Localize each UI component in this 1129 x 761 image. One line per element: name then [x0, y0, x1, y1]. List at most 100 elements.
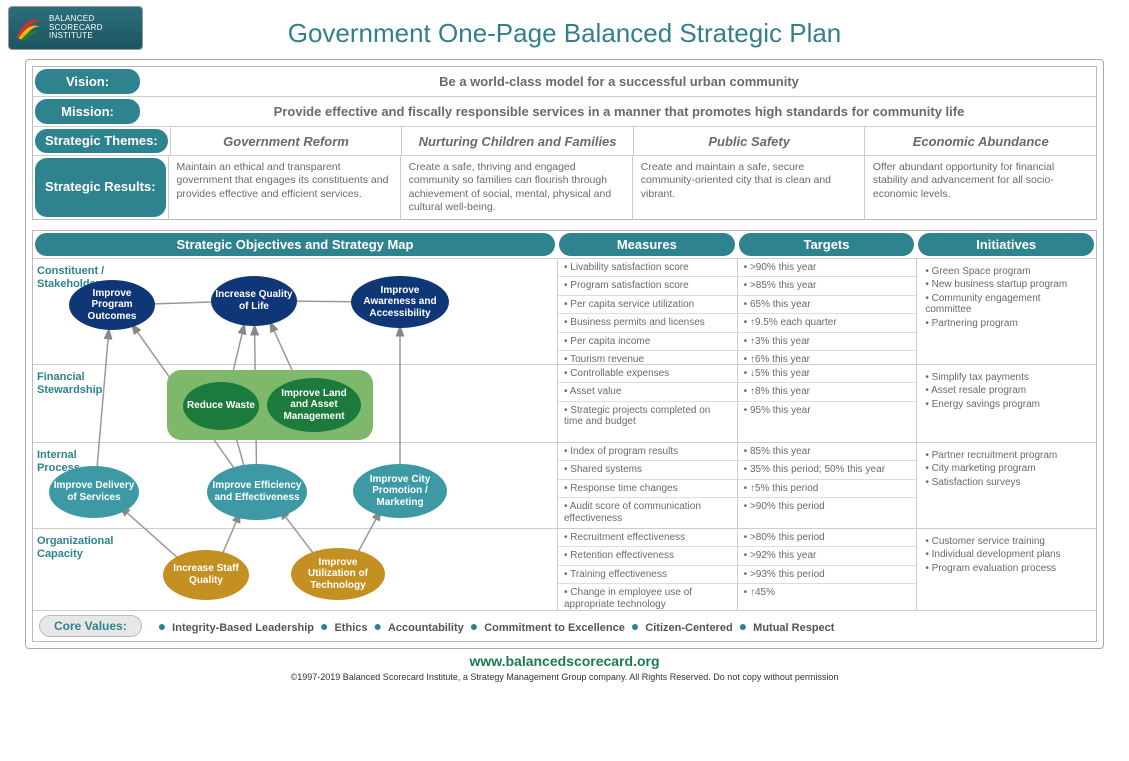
map-cell — [115, 529, 557, 610]
mission-text: Provide effective and fiscally responsib… — [142, 97, 1096, 126]
vision-row: Vision: Be a world-class model for a suc… — [33, 67, 1096, 97]
measures-cell: • Index of program results — [558, 443, 737, 462]
outer-frame: Vision: Be a world-class model for a suc… — [25, 59, 1104, 649]
perspective-row: Organizational Capacity• Recruitment eff… — [33, 528, 1096, 610]
core-value-item: Commitment to Excellence — [484, 622, 625, 634]
measures-cell: • Audit score of communication effective… — [558, 498, 737, 527]
targets-column: • >90% this year• >85% this year• 65% th… — [737, 259, 917, 364]
targets-cell: • 95% this year — [738, 402, 917, 420]
header-measures: Measures — [559, 233, 735, 256]
measures-cell: • Recruitment effectiveness — [558, 529, 737, 548]
measures-cell: • Shared systems — [558, 461, 737, 480]
measures-cell: • Asset value — [558, 383, 737, 402]
logo-text: BalancedScorecardInstitute — [49, 15, 103, 40]
initiatives-column: • Simplify tax payments• Asset resale pr… — [916, 365, 1096, 442]
core-value-item: Accountability — [388, 622, 464, 634]
theme-column: Government Reform — [170, 127, 402, 155]
core-value-item: Mutual Respect — [753, 622, 834, 634]
targets-cell: • ↑5% this period — [738, 480, 917, 499]
targets-cell: • ↑8% this year — [738, 383, 917, 402]
measures-cell: • Per capita service utilization — [558, 296, 737, 315]
measures-cell: • Controllable expenses — [558, 365, 737, 384]
initiatives-column: • Green Space program• New business star… — [916, 259, 1096, 364]
initiative-item: • Program evaluation process — [925, 562, 1088, 576]
bullet-dot: ● — [373, 618, 381, 634]
targets-cell: • >90% this year — [738, 259, 917, 278]
header-targets: Targets — [739, 233, 915, 256]
targets-cell: • ↑3% this year — [738, 333, 917, 352]
top-section: Vision: Be a world-class model for a suc… — [32, 66, 1097, 220]
initiative-item: • Satisfaction surveys — [925, 476, 1088, 490]
initiatives-column: • Customer service training• Individual … — [916, 529, 1096, 610]
core-value-item: Citizen-Centered — [645, 622, 732, 634]
copyright: ©1997-2019 Balanced Scorecard Institute,… — [25, 672, 1104, 682]
bullet-dot: ● — [739, 618, 747, 634]
measures-cell: • Change in employee use of appropriate … — [558, 584, 737, 613]
core-values-label: Core Values: — [39, 615, 142, 637]
header-initiatives: Initiatives — [918, 233, 1094, 256]
bullet-dot: ● — [320, 618, 328, 634]
core-values-row: Core Values: ● Integrity-Based Leadership… — [33, 610, 1096, 641]
measures-column: • Livability satisfaction score• Program… — [557, 259, 737, 364]
page-title: Government One-Page Balanced Strategic P… — [25, 18, 1104, 49]
measures-column: • Controllable expenses• Asset value• St… — [557, 365, 737, 442]
footer-url: www.balancedscorecard.org — [25, 653, 1104, 669]
initiatives-column: • Partner recruitment program• City mark… — [916, 443, 1096, 528]
targets-cell: • 65% this year — [738, 296, 917, 315]
perspective-row: Internal Process • Index of program resul… — [33, 442, 1096, 528]
perspective-row: Financial Stewardship• Controllable expe… — [33, 364, 1096, 442]
initiative-item: • Green Space program — [925, 265, 1088, 279]
measures-cell: • Retention effectiveness — [558, 547, 737, 566]
map-cell — [115, 365, 557, 442]
targets-cell: • ↑45% — [738, 584, 917, 602]
targets-column: • ↓5% this year• ↑8% this year• 95% this… — [737, 365, 917, 442]
results-label: Strategic Results: — [35, 158, 166, 217]
initiative-item: • Simplify tax payments — [925, 371, 1088, 385]
themes-label: Strategic Themes: — [35, 129, 168, 153]
initiative-item: • Individual development plans — [925, 548, 1088, 562]
perspective-row: Constituent / Stakeholder • Livability sa… — [33, 258, 1096, 364]
targets-cell: • ↓5% this year — [738, 365, 917, 384]
targets-cell: • >93% this period — [738, 566, 917, 585]
vision-label: Vision: — [35, 69, 140, 94]
measures-cell: • Business permits and licenses — [558, 314, 737, 333]
vision-text: Be a world-class model for a successful … — [142, 67, 1096, 96]
perspective-label: Internal Process — [33, 443, 115, 528]
targets-cell: • ↑9.5% each quarter — [738, 314, 917, 333]
targets-cell: • >80% this period — [738, 529, 917, 548]
targets-cell: • >85% this year — [738, 277, 917, 296]
logo: BalancedScorecardInstitute — [8, 6, 143, 50]
measures-column: • Index of program results• Shared syste… — [557, 443, 737, 528]
logo-mark — [14, 13, 44, 43]
core-values-list: ● Integrity-Based Leadership ● Ethics ● Accou… — [152, 618, 835, 634]
theme-column: Nurturing Children and Families — [401, 127, 633, 155]
mission-row: Mission: Provide effective and fiscally … — [33, 97, 1096, 127]
core-value-item: Integrity-Based Leadership — [172, 622, 314, 634]
initiative-item: • Customer service training — [925, 535, 1088, 549]
initiative-item: • New business startup program — [925, 278, 1088, 292]
measures-cell: • Training effectiveness — [558, 566, 737, 585]
perspective-label: Constituent / Stakeholder — [33, 259, 115, 364]
targets-cell: • 85% this year — [738, 443, 917, 462]
bullet-dot: ● — [158, 618, 166, 634]
measures-column: • Recruitment effectiveness• Retention e… — [557, 529, 737, 610]
theme-column: Economic Abundance — [864, 127, 1096, 155]
result-column: Maintain an ethical and transparent gove… — [168, 156, 400, 219]
main-section: Strategic Objectives and Strategy Map Me… — [32, 230, 1097, 642]
header-strategy-map: Strategic Objectives and Strategy Map — [35, 233, 555, 256]
core-value-item: Ethics — [334, 622, 367, 634]
results-row: Strategic Results: Maintain an ethical a… — [33, 156, 1096, 219]
column-headers: Strategic Objectives and Strategy Map Me… — [33, 231, 1096, 258]
initiative-item: • City marketing program — [925, 462, 1088, 476]
measures-cell: • Per capita income — [558, 333, 737, 352]
initiative-item: • Partnering program — [925, 317, 1088, 331]
initiative-item: • Energy savings program — [925, 398, 1088, 412]
targets-cell: • 35% this period; 50% this year — [738, 461, 917, 480]
targets-cell: • >90% this period — [738, 498, 917, 516]
targets-column: • 85% this year• 35% this period; 50% th… — [737, 443, 917, 528]
measures-cell: • Strategic projects completed on time a… — [558, 402, 737, 431]
measures-cell: • Program satisfaction score — [558, 277, 737, 296]
initiative-item: • Partner recruitment program — [925, 449, 1088, 463]
initiative-item: • Asset resale program — [925, 384, 1088, 398]
initiative-item: • Community engagement committee — [925, 292, 1088, 317]
